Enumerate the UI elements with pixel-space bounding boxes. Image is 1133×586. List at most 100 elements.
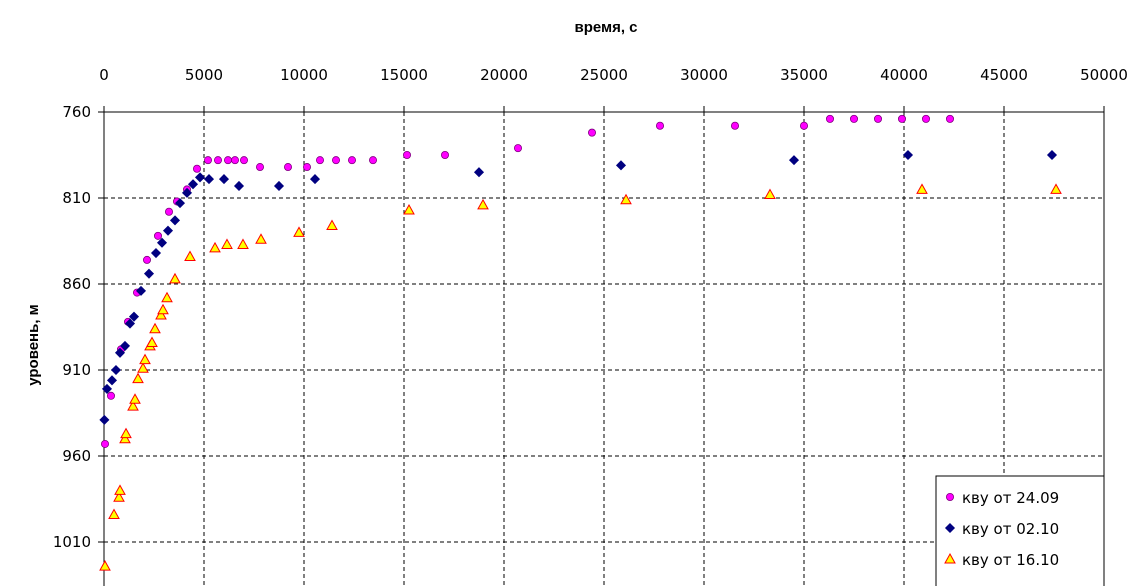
- data-point: [169, 215, 181, 226]
- series-1: [101, 114, 955, 448]
- legend-item: кву от 24.09: [946, 489, 1059, 507]
- y-tick-label: 860: [62, 275, 91, 293]
- data-point: [129, 393, 141, 404]
- x-tick-label: 45000: [980, 66, 1028, 84]
- data-point: [114, 347, 126, 358]
- data-point: [326, 219, 338, 231]
- y-tick-label: 960: [62, 447, 91, 465]
- data-point: [403, 204, 415, 215]
- plot-markers: [99, 114, 1062, 571]
- legend-item: кву от 16.10: [944, 551, 1059, 569]
- legend-box: [935, 475, 1105, 586]
- data-point: [181, 187, 193, 198]
- series-3: [99, 183, 1062, 571]
- data-point: [440, 150, 449, 159]
- data-point: [473, 167, 485, 178]
- y-tick-label: 910: [62, 361, 91, 379]
- x-tick-label: 40000: [880, 66, 928, 84]
- y-tick-labels: 760 810 860 910 960 1010: [53, 103, 91, 551]
- x-tick-label: 30000: [680, 66, 728, 84]
- data-point: [110, 364, 122, 376]
- data-point: [620, 193, 632, 205]
- x-tick-label: 20000: [480, 66, 528, 84]
- data-point: [124, 318, 136, 329]
- data-point: [273, 180, 285, 191]
- data-point: [132, 372, 144, 384]
- data-point: [99, 560, 111, 571]
- x-tick-label: 50000: [1080, 66, 1128, 84]
- data-point: [194, 172, 206, 183]
- data-point: [137, 362, 149, 373]
- legend-label: кву от 02.10: [962, 520, 1059, 538]
- data-point: [239, 156, 248, 165]
- y-tick-label: 760: [62, 103, 91, 121]
- data-point: [203, 174, 215, 185]
- data-point: [213, 156, 222, 165]
- data-point: [143, 268, 155, 279]
- x-tick-label: 10000: [280, 66, 328, 84]
- data-point: [850, 114, 859, 123]
- data-point: [107, 391, 116, 400]
- data-point: [347, 156, 356, 165]
- data-point: [230, 156, 239, 165]
- data-point: [161, 291, 173, 303]
- data-point: [788, 155, 800, 166]
- grid-lines: [104, 112, 1104, 586]
- x-tick-label: 35000: [780, 66, 828, 84]
- data-point: [142, 255, 151, 264]
- legend-label: кву от 24.09: [962, 489, 1059, 507]
- data-point: [192, 164, 201, 173]
- data-point: [164, 207, 173, 216]
- data-point: [302, 163, 311, 172]
- data-point: [946, 114, 955, 123]
- legend-item: кву от 02.10: [944, 520, 1059, 538]
- y-tick-label: 810: [62, 189, 91, 207]
- data-point: [615, 160, 627, 171]
- data-point: [898, 114, 907, 123]
- data-point: [731, 121, 740, 130]
- data-point: [477, 198, 489, 210]
- data-point: [139, 353, 151, 365]
- data-point: [157, 303, 169, 315]
- y-tick-label: 1010: [53, 533, 91, 551]
- data-point: [402, 150, 411, 159]
- x-tick-label: 0: [99, 66, 109, 84]
- data-point: [255, 163, 264, 172]
- axes: [98, 106, 1105, 586]
- data-point: [1050, 183, 1062, 194]
- data-point: [114, 484, 126, 495]
- data-point: [656, 121, 665, 130]
- data-point: [155, 308, 167, 320]
- data-point: [169, 272, 181, 284]
- data-point: [874, 114, 883, 123]
- data-point: [113, 491, 125, 502]
- x-tick-label: 5000: [185, 66, 223, 84]
- data-point: [162, 225, 174, 236]
- data-point: [283, 163, 292, 172]
- data-point: [187, 179, 199, 190]
- data-point: [127, 400, 139, 411]
- data-point: [128, 311, 140, 322]
- y-axis-title: уровень, м: [25, 304, 42, 386]
- data-point: [588, 128, 597, 137]
- data-point: [203, 156, 212, 165]
- data-point: [184, 250, 196, 261]
- data-point: [223, 156, 232, 165]
- data-point: [218, 174, 230, 185]
- data-point: [119, 432, 131, 444]
- legend-label: кву от 16.10: [962, 551, 1059, 569]
- data-point: [99, 414, 110, 425]
- data-point: [156, 237, 168, 248]
- data-point: [1046, 149, 1058, 161]
- data-point: [293, 226, 305, 237]
- data-point: [826, 114, 835, 123]
- data-point: [135, 285, 147, 296]
- data-point: [106, 375, 118, 386]
- data-point: [150, 248, 162, 259]
- data-point: [309, 174, 321, 185]
- data-point: [916, 183, 928, 194]
- data-point: [764, 188, 776, 200]
- data-point: [237, 238, 249, 249]
- data-point: [120, 427, 132, 439]
- data-point: [149, 322, 161, 334]
